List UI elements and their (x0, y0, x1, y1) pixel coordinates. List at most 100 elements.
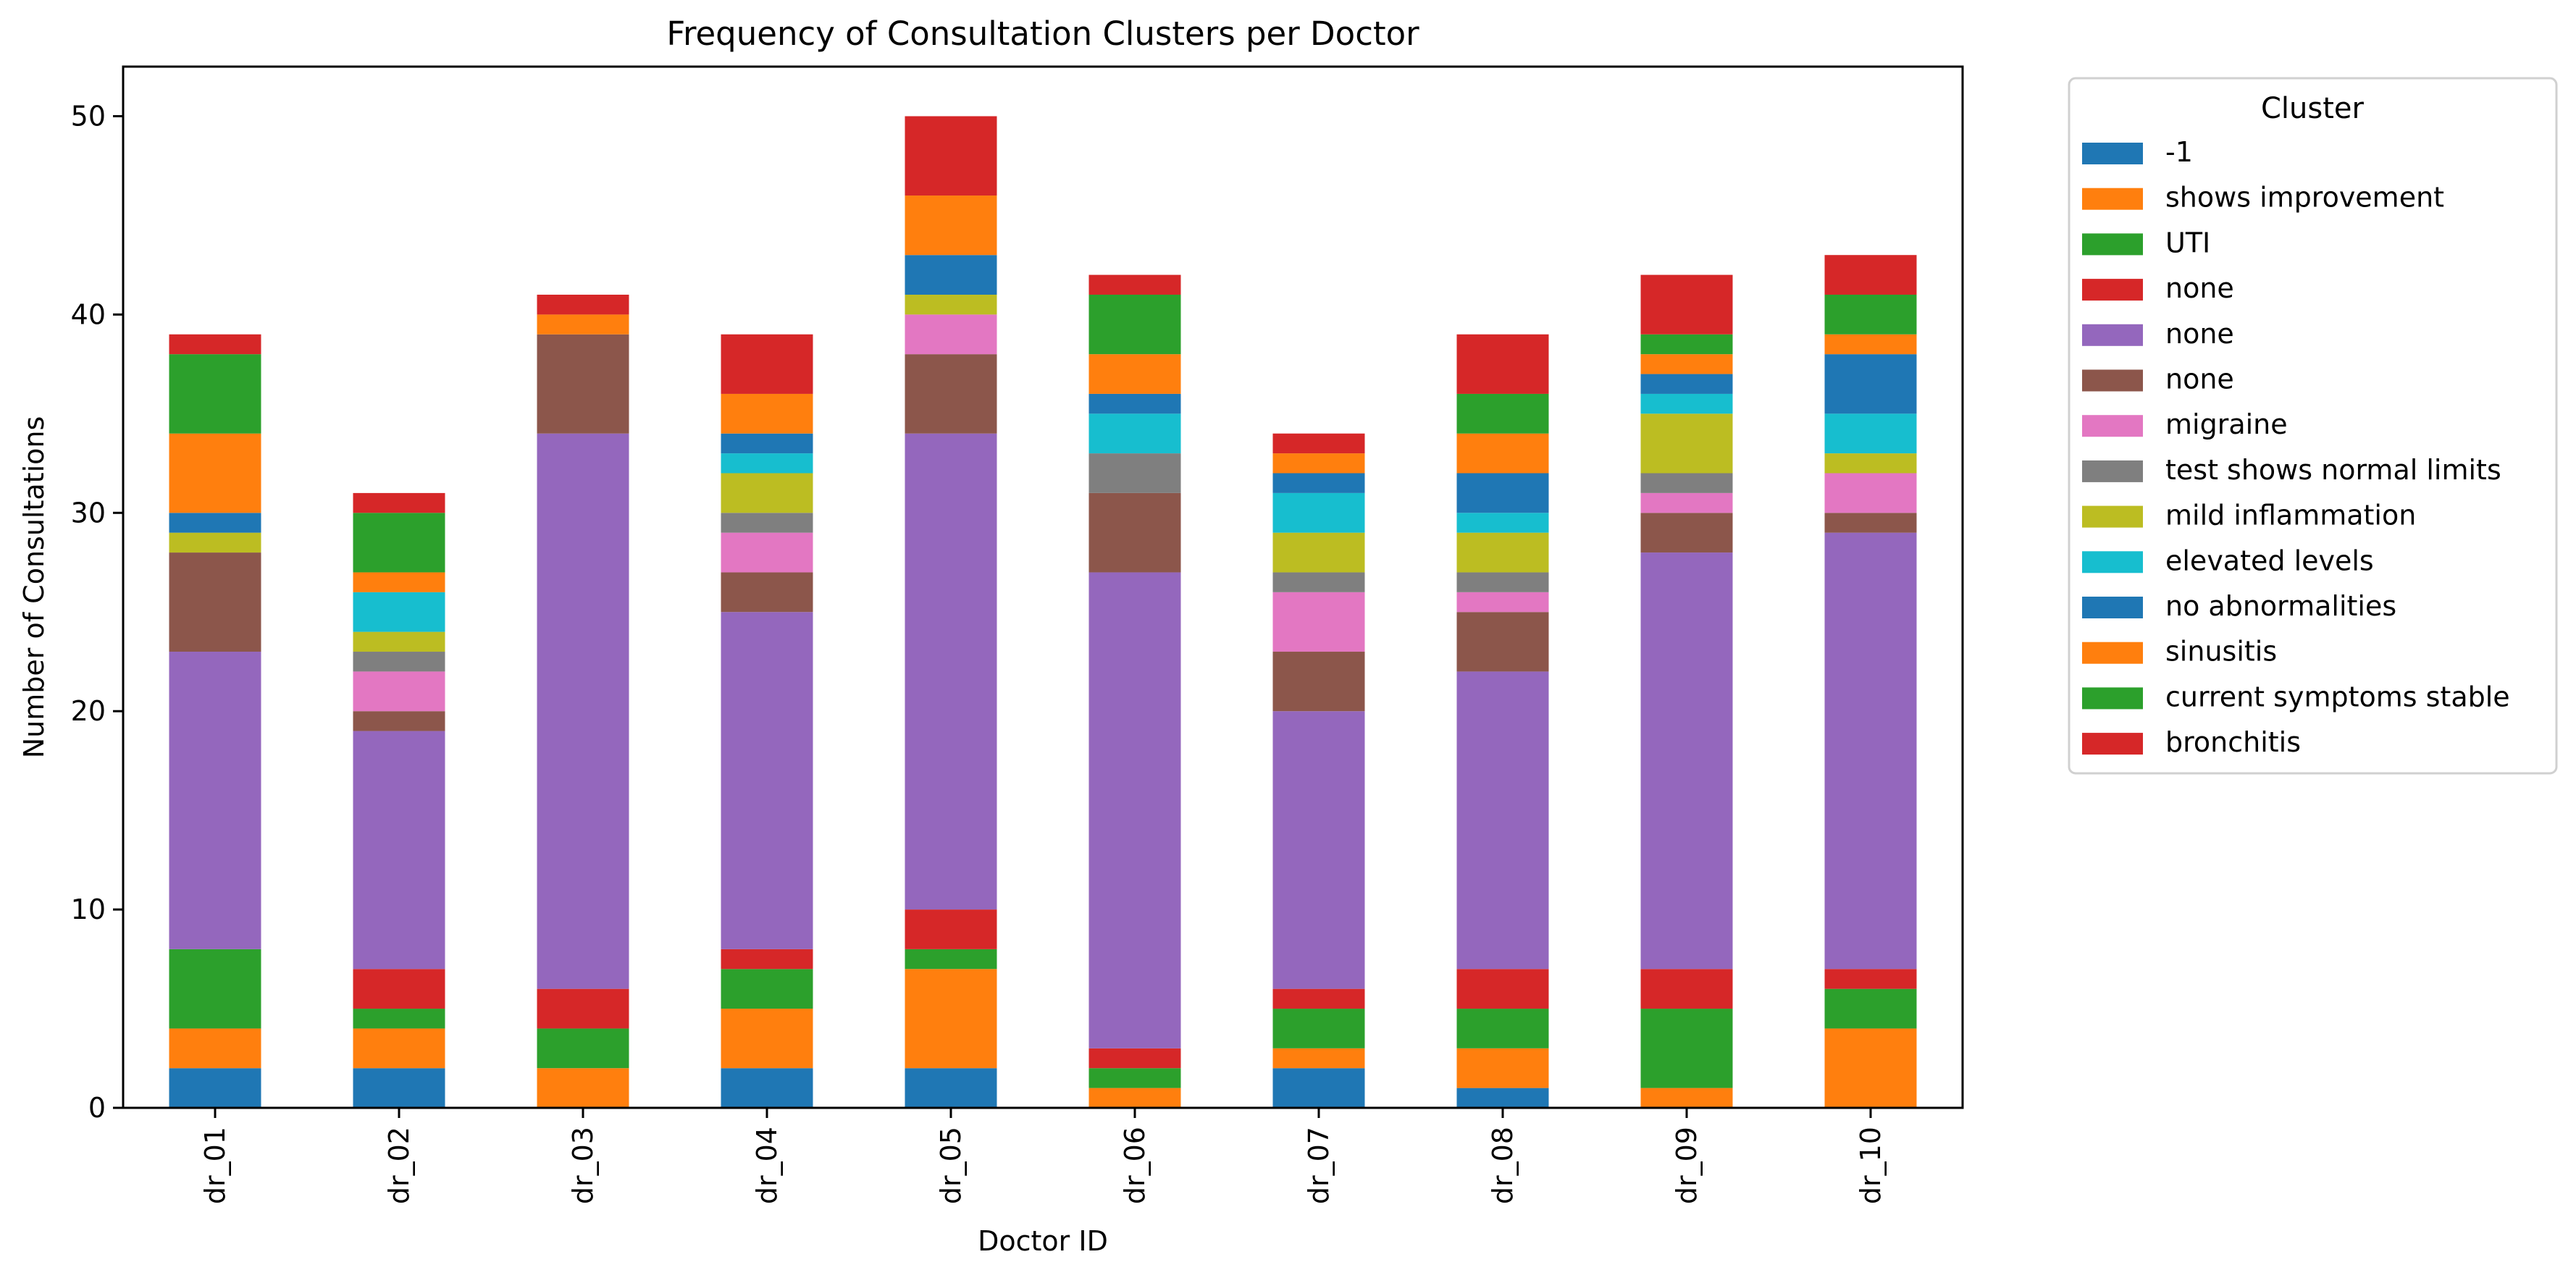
legend-label: mild inflammation (2165, 500, 2416, 531)
legend-swatch (2082, 324, 2143, 346)
bar-segment-dr_04-series-0 (721, 1068, 813, 1108)
y-tick-label: 40 (71, 298, 106, 330)
x-tick-label: dr_04 (751, 1127, 783, 1204)
bar-segment-dr_08-series-11 (1456, 433, 1549, 474)
x-axis-label: Doctor ID (978, 1225, 1108, 1257)
legend[interactable]: Cluster -1 shows improvement UTI none none no… (2068, 77, 2558, 775)
bar-segment-dr_06-series-12 (1088, 294, 1181, 355)
x-tick-label: dr_06 (1119, 1127, 1151, 1204)
bar-segment-dr_10-series-4 (1824, 532, 1917, 970)
legend-label: migraine (2165, 408, 2288, 440)
legend-swatch (2082, 551, 2143, 573)
legend-label: sinusitis (2165, 636, 2277, 668)
bar-segment-dr_09-series-9 (1640, 393, 1733, 414)
bar-segment-dr_05-series-2 (905, 949, 997, 970)
legend-swatch (2082, 597, 2143, 618)
bar-segment-dr_10-series-13 (1824, 255, 1917, 295)
y-axis-label: Number of Consultations (18, 416, 50, 759)
bar-segment-dr_03-series-1 (537, 1068, 629, 1108)
bar-segment-dr_01-series-10 (169, 513, 261, 533)
bar-segment-dr_09-series-1 (1640, 1088, 1733, 1108)
bar-segment-dr_04-series-3 (721, 949, 813, 970)
bar-segment-dr_03-series-5 (537, 334, 629, 434)
bar-segment-dr_04-series-9 (721, 453, 813, 474)
legend-swatch (2082, 642, 2143, 664)
bar-segment-dr_10-series-6 (1824, 473, 1917, 513)
bar-segment-dr_01-series-5 (169, 552, 261, 652)
bar-segment-dr_04-series-1 (721, 1009, 813, 1069)
bar-segment-dr_10-series-9 (1824, 413, 1917, 454)
bar-segment-dr_07-series-3 (1272, 988, 1365, 1009)
bar-segment-dr_06-series-9 (1088, 413, 1181, 454)
x-tick-label: dr_08 (1487, 1127, 1519, 1204)
bar-segment-dr_06-series-2 (1088, 1068, 1181, 1088)
bar-segment-dr_01-series-12 (169, 354, 261, 434)
bar-segment-dr_05-series-3 (905, 909, 997, 949)
bar-segment-dr_09-series-6 (1640, 492, 1733, 513)
bar-segment-dr_04-series-10 (721, 433, 813, 454)
bar-segment-dr_05-series-5 (905, 354, 997, 434)
x-tick-label: dr_05 (935, 1127, 967, 1204)
bar-segment-dr_08-series-7 (1456, 572, 1549, 592)
bar-segment-dr_04-series-4 (721, 612, 813, 949)
bar-segment-dr_08-series-8 (1456, 532, 1549, 573)
legend-label: bronchitis (2165, 726, 2301, 758)
bar-segment-dr_10-series-8 (1824, 453, 1917, 474)
x-tick-label: dr_10 (1855, 1127, 1887, 1204)
bar-segment-dr_06-series-7 (1088, 453, 1181, 493)
bar-segment-dr_10-series-3 (1824, 969, 1917, 989)
bar-segment-dr_01-series-8 (169, 532, 261, 553)
bar-segment-dr_07-series-0 (1272, 1068, 1365, 1108)
bar-segment-dr_02-series-1 (353, 1028, 445, 1069)
bar-segment-dr_01-series-0 (169, 1068, 261, 1108)
bar-segment-dr_08-series-0 (1456, 1088, 1549, 1108)
bar-segment-dr_09-series-5 (1640, 513, 1733, 553)
bar-segment-dr_08-series-5 (1456, 612, 1549, 672)
legend-items: -1 shows improvement UTI none none none migrai… (2082, 136, 2510, 758)
bar-segment-dr_08-series-4 (1456, 671, 1549, 970)
bar-segment-dr_01-series-1 (169, 1028, 261, 1069)
legend-label: no abnormalities (2165, 590, 2396, 622)
bar-segment-dr_04-series-8 (721, 473, 813, 513)
chart-title: Frequency of Consultation Clusters per D… (666, 14, 1419, 53)
legend-label: none (2165, 363, 2234, 395)
legend-title: Cluster (2261, 92, 2365, 125)
bar-segment-dr_10-series-11 (1824, 334, 1917, 355)
bar-segment-dr_07-series-1 (1272, 1048, 1365, 1069)
legend-swatch (2082, 369, 2143, 392)
bar-segment-dr_04-series-13 (721, 334, 813, 394)
y-tick-label: 50 (71, 100, 106, 132)
legend-label: elevated levels (2165, 545, 2374, 576)
bar-segment-dr_03-series-2 (537, 1028, 629, 1069)
bar-segment-dr_10-series-10 (1824, 354, 1917, 414)
bar-segment-dr_06-series-5 (1088, 492, 1181, 573)
bar-segment-dr_02-series-8 (353, 631, 445, 652)
bar-segment-dr_07-series-2 (1272, 1009, 1365, 1048)
bar-segment-dr_04-series-11 (721, 393, 813, 434)
bar-segment-dr_05-series-4 (905, 433, 997, 910)
legend-swatch (2082, 733, 2143, 755)
bar-segment-dr_07-series-8 (1272, 532, 1365, 573)
bar-segment-dr_06-series-4 (1088, 572, 1181, 1048)
bar-segment-dr_03-series-4 (537, 433, 629, 989)
legend-label: test shows normal limits (2165, 454, 2501, 486)
bar-segment-dr_05-series-0 (905, 1068, 997, 1108)
bar-segment-dr_02-series-12 (353, 513, 445, 573)
bar-segment-dr_06-series-3 (1088, 1048, 1181, 1069)
bar-segment-dr_06-series-1 (1088, 1088, 1181, 1108)
bar-segment-dr_09-series-12 (1640, 334, 1733, 355)
bar-segment-dr_07-series-5 (1272, 652, 1365, 712)
legend-label: -1 (2165, 136, 2193, 168)
bar-segment-dr_09-series-11 (1640, 354, 1733, 374)
bar-segment-dr_09-series-2 (1640, 1009, 1733, 1088)
bar-segment-dr_10-series-2 (1824, 988, 1917, 1029)
bar-segment-dr_08-series-2 (1456, 1009, 1549, 1048)
bar-segment-dr_03-series-3 (537, 988, 629, 1029)
bar-segment-dr_02-series-13 (353, 492, 445, 513)
bar-segment-dr_01-series-2 (169, 949, 261, 1029)
bar-segment-dr_02-series-9 (353, 592, 445, 632)
plot-frame (122, 65, 1964, 1109)
bar-segment-dr_03-series-11 (537, 314, 629, 335)
